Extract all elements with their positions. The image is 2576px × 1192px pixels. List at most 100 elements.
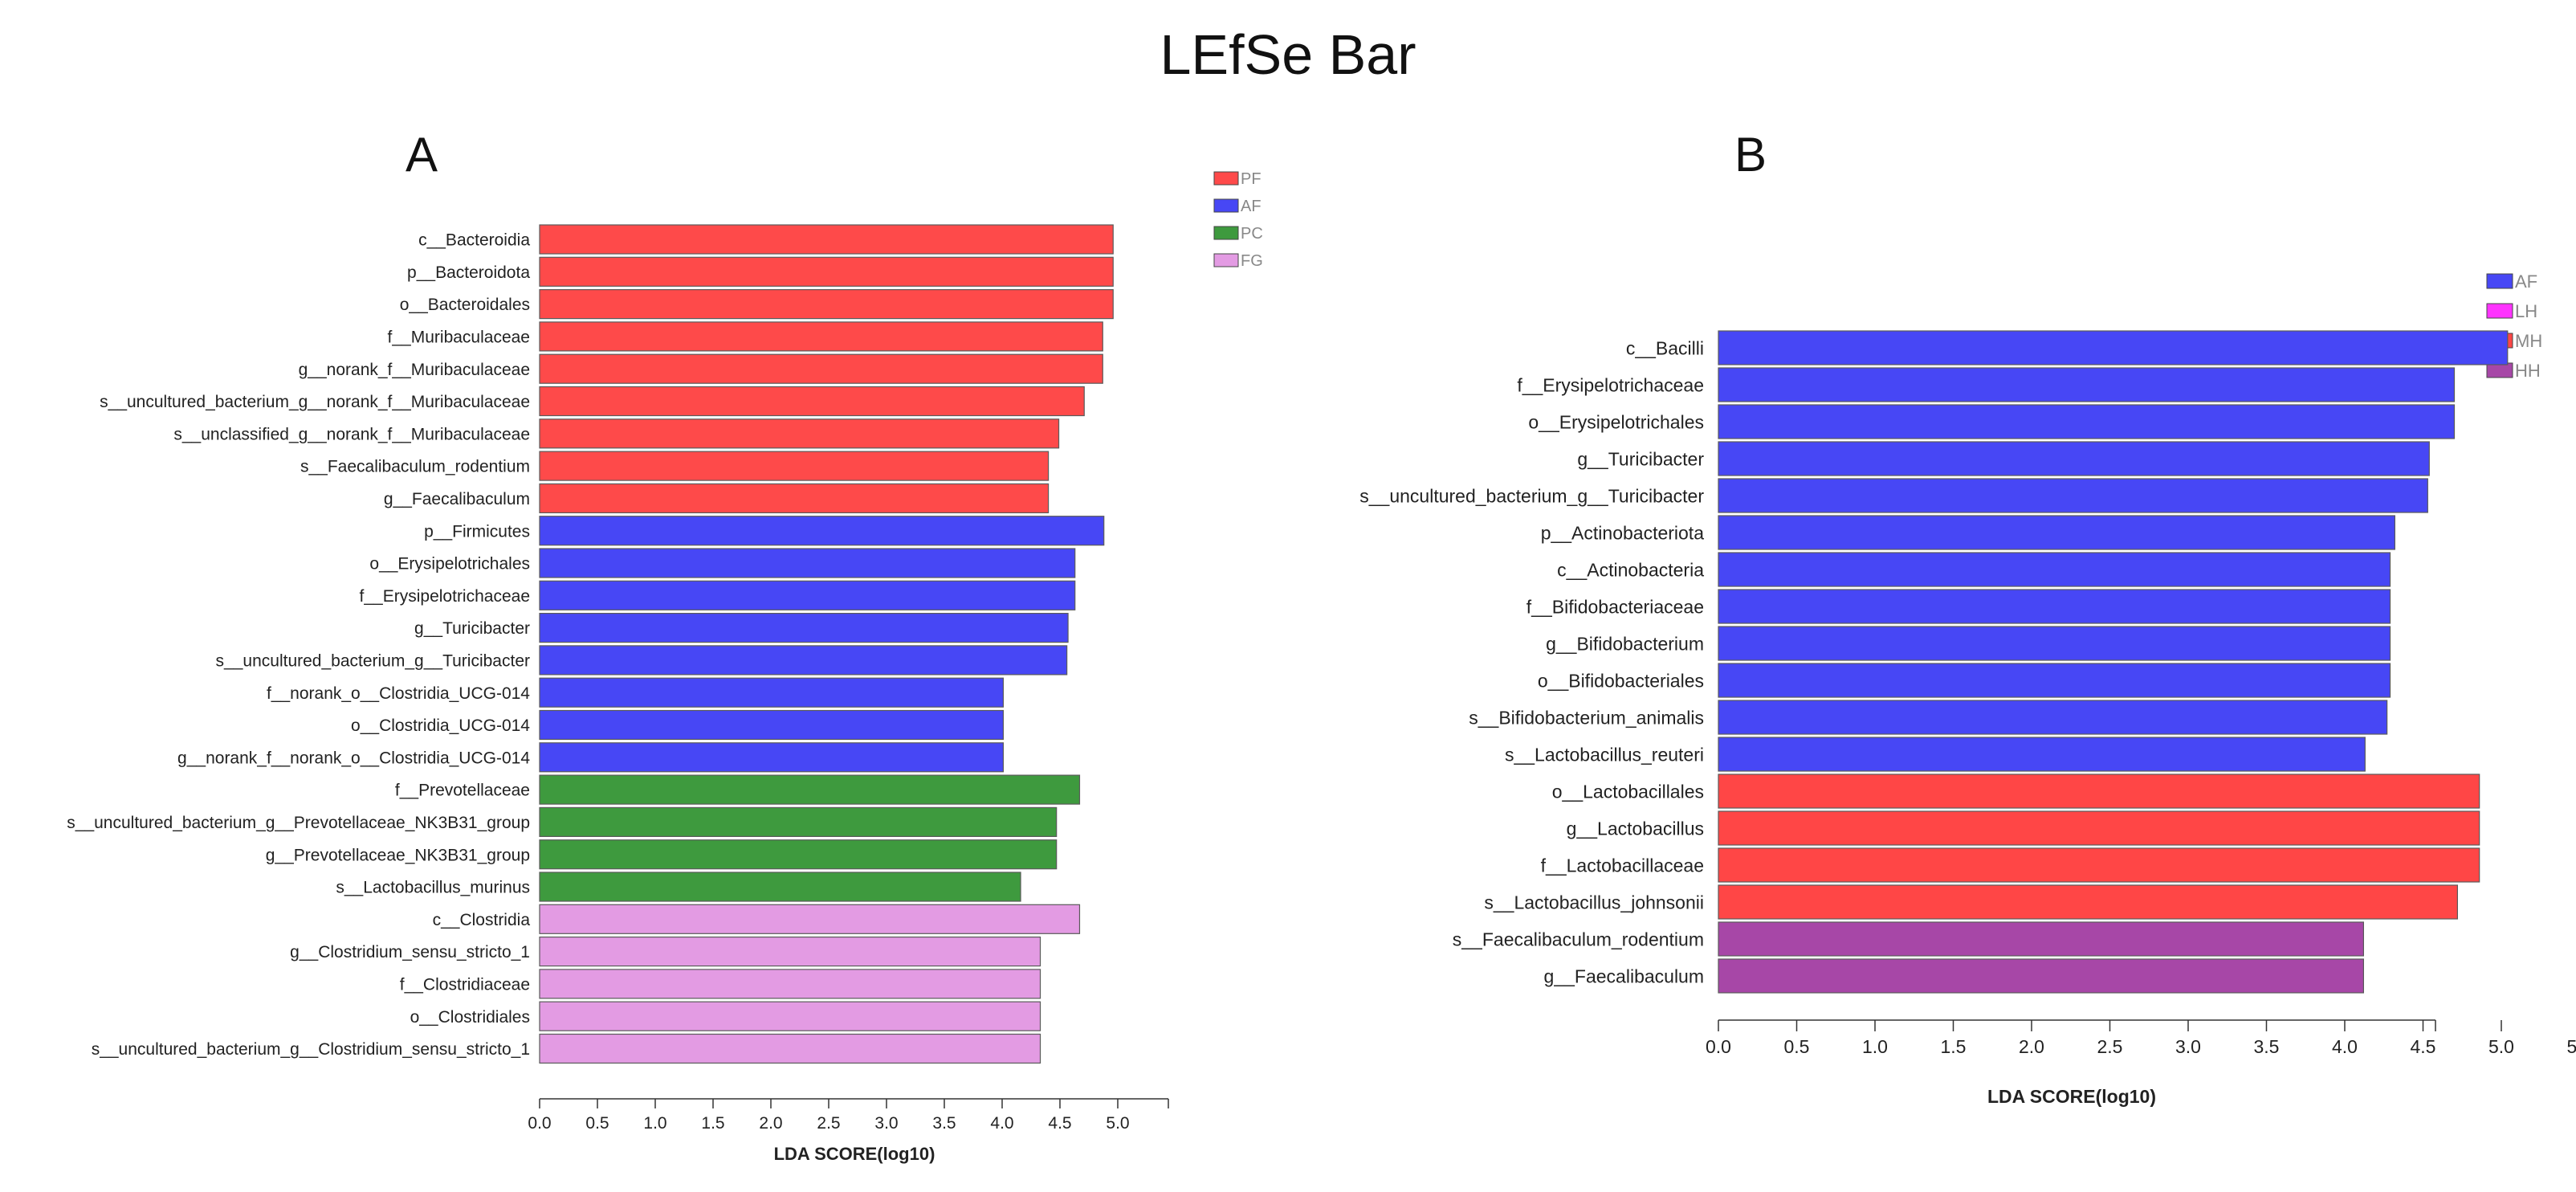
legend-swatch-af	[2486, 273, 2513, 289]
bar	[1718, 958, 2365, 994]
bar	[539, 677, 1005, 708]
bar	[1718, 589, 2391, 624]
legend-label-lh: LH	[2515, 301, 2537, 321]
x-axis-title: LDA SCORE(log10)	[1987, 1086, 2156, 1107]
bar-label: g__Turicibacter	[414, 619, 530, 638]
bar-label: g__Faecalibaculum	[384, 490, 530, 508]
bar	[539, 742, 1005, 773]
x-tick-label: 1.0	[643, 1114, 666, 1133]
bar-label: s__uncultured_bacterium_g__Prevotellacea…	[67, 814, 530, 832]
bar-label: g__norank_f__Muribaculaceae	[299, 361, 530, 379]
x-tick-label: 0.5	[1784, 1036, 1810, 1057]
bar	[1718, 404, 2456, 439]
bar	[1718, 737, 2366, 772]
bar	[539, 904, 1081, 934]
legend-swatch-hh	[2486, 362, 2513, 378]
bar-label: s__Faecalibaculum_rodentium	[300, 458, 530, 476]
bar-label: c__Actinobacteria	[1557, 559, 1704, 580]
x-tick-label: 1.5	[701, 1114, 724, 1133]
bar	[539, 386, 1085, 417]
bar-label: f__norank_o__Clostridia_UCG-014	[267, 684, 530, 703]
bar	[1718, 774, 2480, 809]
bar	[1718, 330, 2509, 365]
bar-label: o__Lactobacillales	[1552, 781, 1704, 802]
legend-label-pc: PC	[1241, 225, 1263, 243]
bar	[539, 418, 1060, 449]
x-tick-label: 0.0	[528, 1114, 551, 1133]
x-tick-label: 2.0	[2019, 1036, 2044, 1057]
bar-label: s__uncultured_bacterium_g__Clostridium_s…	[92, 1040, 530, 1059]
legend-label-af: AF	[2515, 271, 2537, 292]
bar	[1718, 884, 2459, 920]
bar-label: g__Bifidobacterium	[1546, 633, 1704, 654]
legend-label-af: AF	[1241, 198, 1262, 215]
bar	[1718, 626, 2391, 661]
bar-label: o__Clostridia_UCG-014	[351, 716, 530, 735]
bar-label: c__Bacilli	[1626, 337, 1704, 358]
bar-label: p__Bacteroidota	[407, 263, 530, 282]
bar	[539, 580, 1076, 610]
bar-label: f__Erysipelotrichaceae	[360, 587, 530, 606]
bar-label: s__Bifidobacterium_animalis	[1469, 707, 1704, 728]
bar	[539, 483, 1050, 514]
bar-label: c__Bacteroidia	[418, 231, 530, 250]
bar	[1718, 515, 2396, 550]
x-tick-label: 1.5	[1941, 1036, 1967, 1057]
bar	[1718, 441, 2430, 476]
x-tick-label: 3.0	[2175, 1036, 2201, 1057]
bar-label: f__Erysipelotrichaceae	[1517, 374, 1704, 395]
bar	[539, 872, 1021, 902]
legend-swatch-lh	[2486, 303, 2513, 319]
bar	[539, 353, 1103, 384]
bar-label: f__Bifidobacteriaceae	[1526, 596, 1704, 617]
bar	[539, 224, 1114, 255]
bar-label: g__Turicibacter	[1577, 448, 1704, 469]
bar	[539, 1001, 1041, 1031]
x-tick-label: 2.0	[759, 1114, 782, 1133]
legend-swatch-af	[1213, 198, 1239, 213]
bar-label: p__Firmicutes	[424, 522, 530, 541]
bar-label: p__Actinobacteriota	[1541, 522, 1705, 543]
bar-label: o__Erysipelotrichales	[1528, 411, 1704, 432]
bar-label: o__Erysipelotrichales	[369, 555, 530, 574]
x-tick-label: 5.5	[2567, 1036, 2576, 1057]
bar-label: s__Lactobacillus_reuteri	[1505, 744, 1704, 765]
bar	[539, 548, 1076, 578]
bar-label: f__Lactobacillaceae	[1541, 855, 1704, 876]
x-tick-label: 4.0	[990, 1114, 1013, 1133]
bar-label: c__Clostridia	[433, 911, 531, 929]
bar	[539, 321, 1103, 352]
bar-label: s__Lactobacillus_johnsonii	[1484, 892, 1704, 912]
bar-label: g__Lactobacillus	[1567, 818, 1704, 839]
bar	[539, 936, 1041, 967]
bar	[539, 806, 1058, 838]
bar-label: s__unclassified_g__norank_f__Muribaculac…	[173, 425, 530, 443]
x-tick-label: 4.5	[2411, 1036, 2436, 1057]
bar	[1718, 478, 2428, 513]
bar	[539, 1033, 1041, 1064]
bar-label: s__Lactobacillus_murinus	[336, 879, 530, 897]
x-tick-label: 1.0	[1862, 1036, 1888, 1057]
bar-label: g__Prevotellaceae_NK3B31_group	[266, 846, 530, 864]
panel-label: A	[406, 128, 438, 182]
bar	[1718, 367, 2456, 402]
x-tick-label: 4.5	[1048, 1114, 1071, 1133]
bar	[539, 256, 1114, 287]
bar	[539, 612, 1069, 643]
bar-label: s__Faecalibaculum_rodentium	[1453, 929, 1704, 949]
x-tick-label: 3.5	[2254, 1036, 2280, 1057]
legend-swatch-pf	[1213, 171, 1239, 186]
bar	[1718, 663, 2391, 698]
panel-a: A PF AF PC FG c__Bacteroidia p__Bacteroidota o_…	[67, 128, 1263, 1164]
legend-label-mh: MH	[2515, 331, 2542, 351]
bar-label: o__Bifidobacteriales	[1538, 670, 1704, 691]
bar-label: f__Muribaculaceae	[388, 328, 530, 346]
legend-swatch-fg	[1213, 253, 1239, 267]
x-tick-label: 5.0	[1106, 1114, 1129, 1133]
bar	[1718, 700, 2388, 735]
x-axis-title: LDA SCORE(log10)	[774, 1144, 935, 1164]
bar	[539, 969, 1041, 999]
legend-label-pf: PF	[1241, 170, 1262, 188]
x-tick-label: 0.0	[1706, 1036, 1731, 1057]
bar	[539, 839, 1058, 870]
